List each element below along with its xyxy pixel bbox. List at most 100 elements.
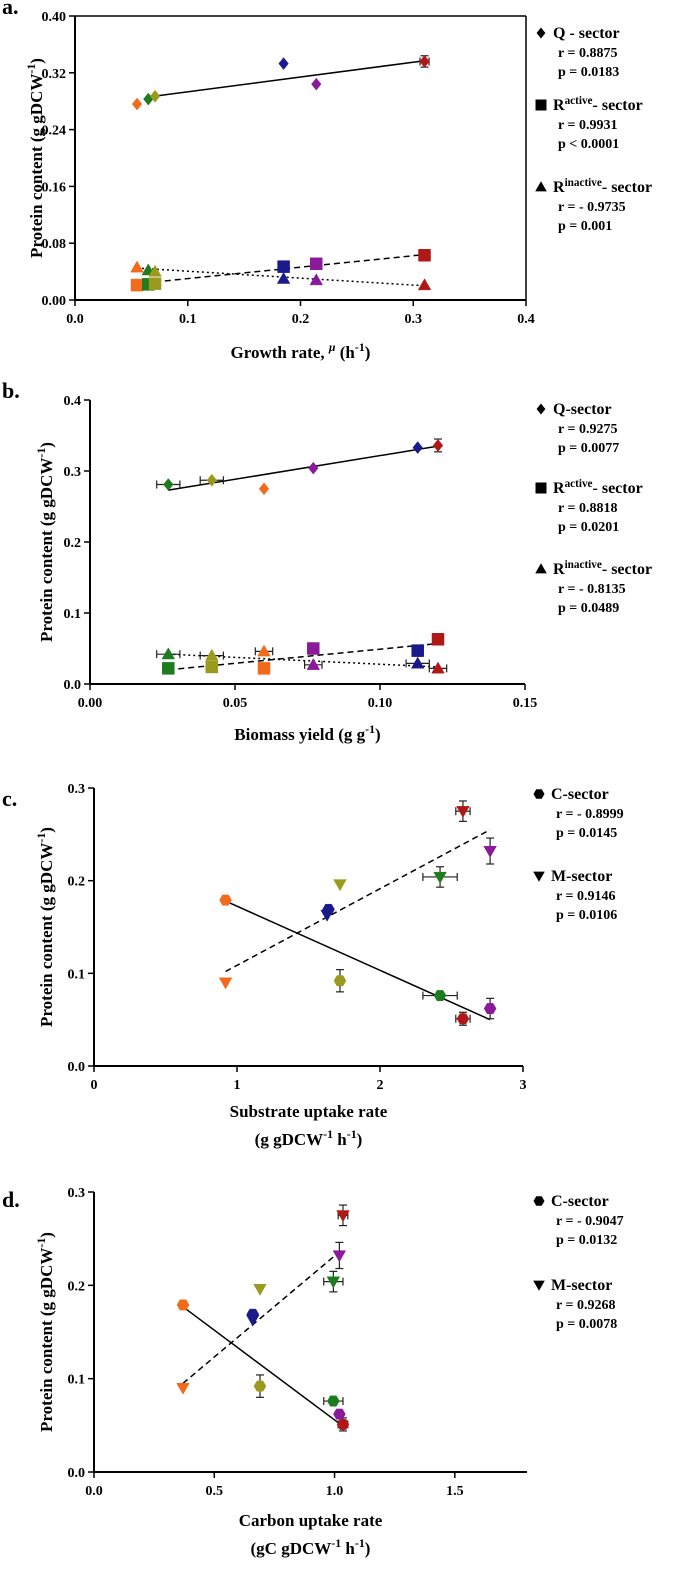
data-point-hexagon: [333, 1408, 346, 1420]
legend-series-name: Ractive- sector: [553, 478, 643, 497]
y-tick-label: 0.1: [64, 607, 82, 622]
data-point-hexagon: [483, 1003, 497, 1014]
label-part: R: [553, 179, 565, 196]
data-point-diamond: [311, 77, 322, 91]
data-point-triangle: [410, 656, 425, 669]
superscript: -1: [34, 1238, 48, 1248]
data-point-diamond: [419, 55, 430, 68]
data-point-triangle-down: [326, 1276, 341, 1289]
label-part: h: [333, 1130, 347, 1149]
data-point-triangle-down: [332, 1250, 347, 1263]
y-tick-label: 0.32: [42, 67, 67, 82]
data-point-square: [162, 662, 175, 675]
label-part: ): [37, 1232, 56, 1238]
chart-panel-b: b. 0.0 0.1 0.2 0.3 0.4 0.00 0.05 0.10 0.15 Protein…: [2, 378, 652, 744]
superscript: active: [565, 95, 593, 107]
x-axis-label-units: (g gDCW-1 h-1): [255, 1127, 363, 1149]
data-point-triangle: [257, 644, 271, 657]
label-part: Q-sector: [553, 401, 612, 418]
x-tick-label: 0.05: [223, 696, 248, 711]
y-axis-label: Protein content (g gDCW-1): [34, 827, 56, 1027]
data-point-triangle: [306, 658, 321, 670]
label-part: - sector: [593, 97, 643, 114]
label-part: C-sector: [551, 786, 609, 803]
legend-series-name: Ractive- sector: [553, 95, 643, 114]
data-point-diamond: [308, 461, 319, 475]
data-point-diamond: [278, 57, 289, 70]
data-point-square: [411, 644, 424, 657]
data-point-diamond: [131, 97, 143, 111]
legend-p-value: p = 0.0489: [558, 601, 619, 616]
data-point-diamond: [206, 473, 217, 487]
superscript: -1: [34, 833, 48, 843]
legend-marker-hexagon: [533, 789, 545, 799]
y-tick-label: 0.0: [68, 1466, 86, 1481]
legend-series-name: M-sector: [551, 868, 612, 885]
superscript: -1: [34, 448, 48, 458]
data-point-square: [307, 642, 320, 655]
superscript: -1: [347, 1127, 357, 1141]
data-point-diamond: [163, 478, 174, 491]
data-point-square: [257, 662, 271, 675]
x-tick-label: 0: [91, 1078, 98, 1093]
label-part: R: [553, 97, 565, 114]
data-point-triangle: [309, 273, 324, 286]
data-point-hexagon: [253, 1380, 267, 1392]
legend-r-value: r = 0.8818: [558, 501, 617, 516]
label-part: Protein content (g gDCW: [37, 458, 56, 642]
x-axis-label: Carbon uptake rate: [239, 1511, 383, 1530]
label-part: ): [365, 343, 371, 362]
superscript: inactive: [565, 177, 602, 189]
legend-series-name: Rinactive- sector: [553, 177, 652, 196]
x-tick-label: 0.4: [517, 312, 535, 327]
data-point-triangle-down: [456, 806, 470, 818]
legend-marker-triangle: [535, 181, 547, 192]
y-tick-label: 0.08: [42, 237, 67, 252]
legend-r-value: r = 0.9146: [556, 889, 615, 904]
label-part: Q - sector: [553, 25, 620, 42]
y-axis-label: Protein content (g gDCW-1): [24, 58, 46, 258]
legend-marker-square: [535, 482, 547, 494]
label-part: Biomass yield (g g: [234, 725, 365, 744]
data-point-hexagon: [219, 894, 232, 906]
legend-marker-triangle-down: [533, 1280, 545, 1291]
regression-line-1: [182, 1249, 343, 1384]
regression-line-0: [168, 445, 439, 491]
x-axis-label-units: (gC gDCW-1 h-1): [251, 1536, 371, 1558]
label-part: h: [341, 1539, 355, 1558]
label-part: (h: [336, 343, 356, 362]
y-tick-label: 0.4: [64, 394, 82, 409]
label-part: R: [553, 480, 565, 497]
regression-line-0: [182, 1306, 343, 1426]
data-point-square: [148, 277, 162, 290]
regression-line-0: [225, 900, 491, 1021]
panel-label: c.: [2, 786, 17, 811]
x-tick-label: 0.2: [292, 312, 310, 327]
legend-marker-diamond: [536, 403, 546, 415]
x-tick-label: 0.10: [368, 696, 393, 711]
regression-line-1: [225, 829, 491, 973]
legend-p-value: p = 0.0145: [556, 826, 617, 841]
label-part: (g gDCW: [255, 1130, 323, 1149]
legend-r-value: r = - 0.9735: [558, 200, 626, 215]
label-part: M-sector: [551, 868, 612, 885]
data-point-square: [277, 260, 290, 273]
y-tick-label: 0.24: [42, 124, 67, 139]
superscript: -1: [365, 722, 375, 736]
y-tick-label: 0.16: [42, 180, 67, 195]
y-tick-label: 0.1: [68, 967, 86, 982]
label-part: C-sector: [551, 1193, 609, 1210]
superscript: -1: [355, 340, 365, 354]
legend-marker-hexagon: [533, 1196, 545, 1206]
legend-r-value: r = 0.9931: [558, 118, 617, 133]
data-point-diamond: [258, 482, 270, 496]
data-point-triangle-down: [433, 871, 447, 884]
legend-r-value: r = 0.9268: [556, 1298, 615, 1313]
y-tick-label: 0.3: [68, 782, 86, 797]
data-point-square: [205, 660, 219, 674]
legend-marker-diamond: [536, 27, 546, 39]
label-part: M-sector: [551, 1277, 612, 1294]
y-tick-label: 0.40: [42, 10, 67, 25]
y-tick-label: 0.2: [68, 1279, 86, 1294]
